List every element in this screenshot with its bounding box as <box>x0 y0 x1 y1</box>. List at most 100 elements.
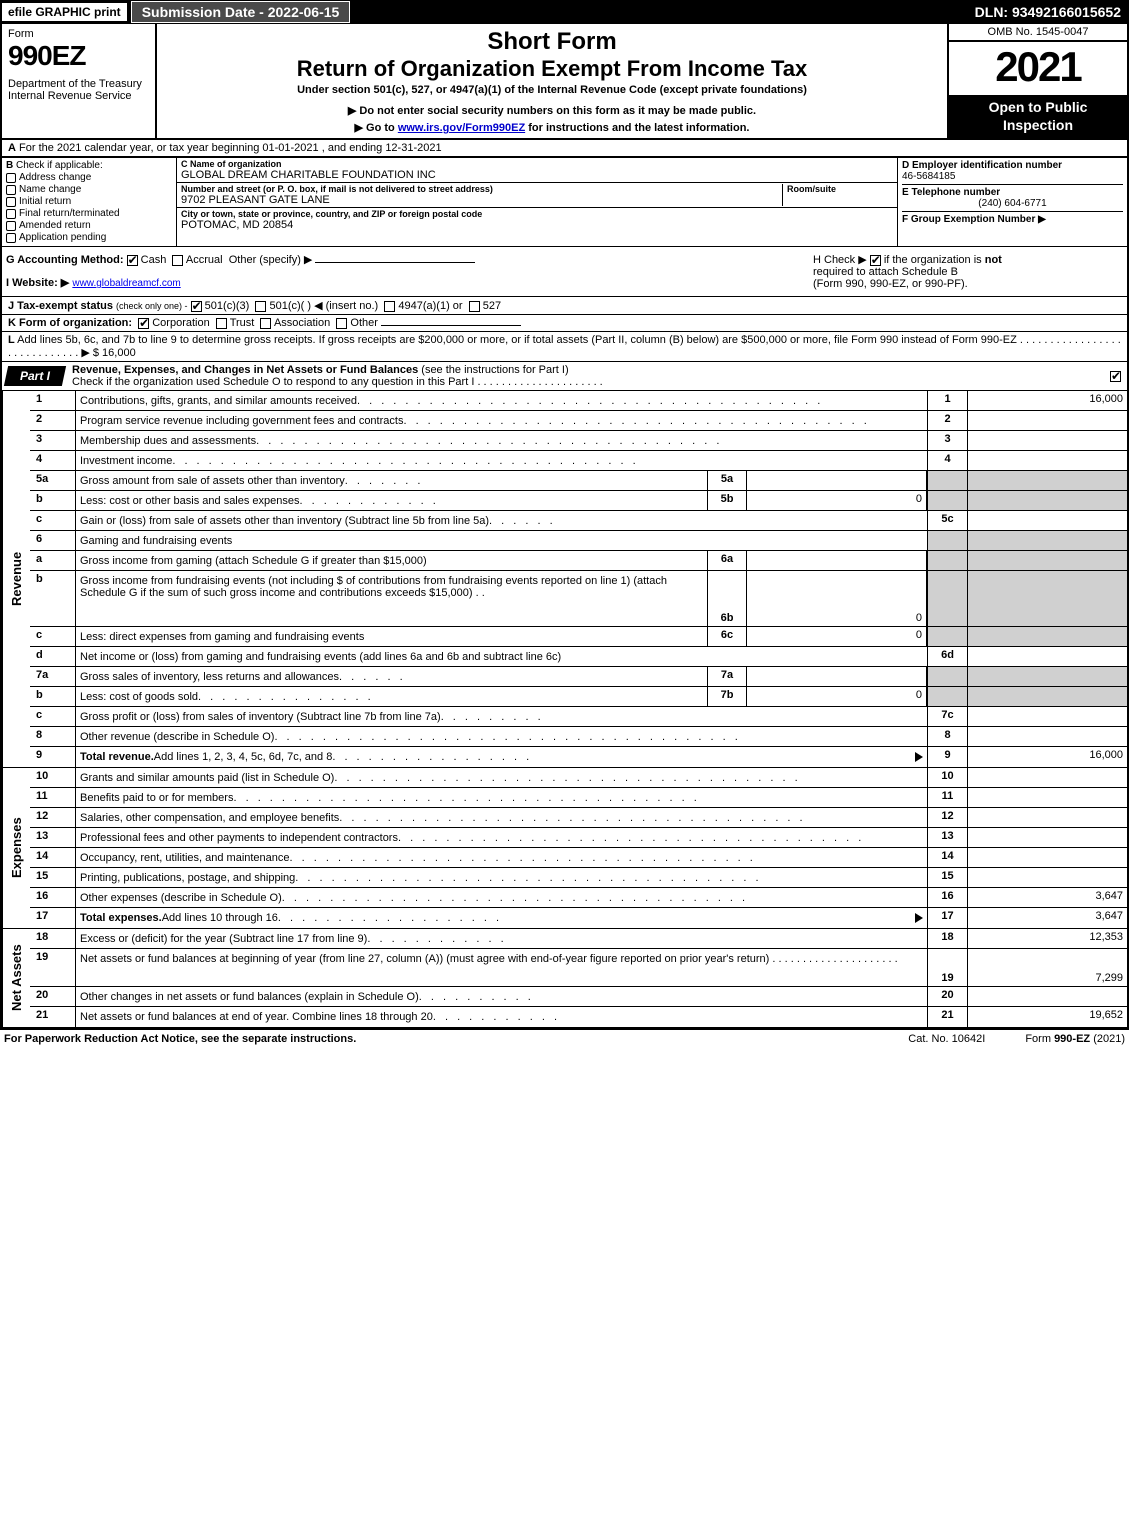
cash-label: Cash <box>141 254 167 266</box>
checkbox-icon <box>6 197 16 207</box>
row-num: 15 <box>30 868 76 887</box>
sub-value: 0 <box>747 627 927 646</box>
line-a-text: For the 2021 calendar year, or tax year … <box>16 142 442 154</box>
row-value <box>967 451 1127 470</box>
row-desc: Program service revenue including govern… <box>76 411 927 430</box>
row-desc: Gross amount from sale of assets other t… <box>76 471 707 490</box>
expenses-side-label: Expenses <box>2 768 30 928</box>
other-input[interactable] <box>315 262 475 263</box>
form-title: Return of Organization Exempt From Incom… <box>165 56 939 82</box>
row-desc: Investment income. . . . . . . . . . . .… <box>76 451 927 470</box>
i-label: I Website: ▶ <box>6 277 69 289</box>
checkbox-cash-icon[interactable] <box>127 255 138 266</box>
opt-name-change[interactable]: Name change <box>6 184 172 195</box>
part-checkbox[interactable] <box>1110 370 1127 382</box>
row-num: a <box>30 551 76 570</box>
telephone-label: E Telephone number <box>902 187 1123 198</box>
checkbox-corp-icon[interactable] <box>138 318 149 329</box>
netassets-side-label: Net Assets <box>2 929 30 1027</box>
checkbox-h-icon[interactable] <box>870 255 881 266</box>
irs-link[interactable]: www.irs.gov/Form990EZ <box>398 122 525 134</box>
k-o1: Corporation <box>152 317 209 329</box>
row-value-shade <box>967 667 1127 686</box>
j-o1: 501(c)(3) <box>205 300 250 312</box>
row-rnum: 5c <box>927 511 967 530</box>
checkbox-501c3-icon[interactable] <box>191 301 202 312</box>
header-left: Form 990EZ Department of the Treasury In… <box>2 24 157 138</box>
row-rnum: 14 <box>927 848 967 867</box>
row-desc: Total revenue. Add lines 1, 2, 3, 4, 5c,… <box>76 747 927 767</box>
block-b-c-d: B Check if applicable: Address change Na… <box>0 158 1129 247</box>
ssn-warning: ▶ Do not enter social security numbers o… <box>165 104 939 117</box>
checkbox-trust-icon[interactable] <box>216 318 227 329</box>
row-num: 8 <box>30 727 76 746</box>
j-sub: (check only one) - <box>116 301 188 311</box>
checkbox-other-icon[interactable] <box>336 318 347 329</box>
checkbox-icon <box>6 209 16 219</box>
other-org-input[interactable] <box>381 325 521 326</box>
row-desc: Grants and similar amounts paid (list in… <box>76 768 927 787</box>
row-num: 21 <box>30 1007 76 1027</box>
schedule-b-check: H Check ▶ if the organization is not req… <box>813 253 1123 290</box>
row-num: c <box>30 627 76 646</box>
checkbox-4947-icon[interactable] <box>384 301 395 312</box>
part-1-grid: Revenue 1 Contributions, gifts, grants, … <box>0 391 1129 1029</box>
checkbox-assoc-icon[interactable] <box>260 318 271 329</box>
address-row: Number and street (or P. O. box, if mail… <box>177 183 897 208</box>
checkbox-527-icon[interactable] <box>469 301 480 312</box>
row-rnum-shade <box>927 491 967 510</box>
efile-label: efile GRAPHIC print <box>2 3 127 21</box>
opt-label: Final return/terminated <box>19 208 120 219</box>
block-g-h: G Accounting Method: Cash Accrual Other … <box>0 247 1129 297</box>
checkbox-accrual-icon[interactable] <box>172 255 183 266</box>
l-amount: $ 16,000 <box>93 347 136 359</box>
opt-application-pending[interactable]: Application pending <box>6 232 172 243</box>
address-value: 9702 PLEASANT GATE LANE <box>181 194 778 206</box>
row-num: 10 <box>30 768 76 787</box>
h-forms: (Form 990, 990-EZ, or 990-PF). <box>813 278 968 290</box>
row-value: 16,000 <box>967 747 1127 767</box>
row-desc: Net assets or fund balances at beginning… <box>76 949 927 986</box>
k-o2: Trust <box>230 317 255 329</box>
dln-label: DLN: 93492166015652 <box>975 4 1127 20</box>
row-desc: Gaming and fundraising events <box>76 531 927 550</box>
row-desc: Contributions, gifts, grants, and simila… <box>76 391 927 410</box>
row-15: 15 Printing, publications, postage, and … <box>30 868 1127 888</box>
arrow-icon <box>915 913 923 923</box>
telephone-value: (240) 604-6771 <box>902 198 1123 209</box>
row-rnum: 1 <box>927 391 967 410</box>
website-link[interactable]: www.globaldreamcf.com <box>72 278 180 289</box>
ein-value: 46-5684185 <box>902 171 1123 182</box>
row-rnum-shade <box>927 687 967 706</box>
j-o4: 527 <box>483 300 501 312</box>
opt-label: Address change <box>19 172 91 183</box>
part-1-header: Part I Revenue, Expenses, and Changes in… <box>0 362 1129 391</box>
row-20: 20 Other changes in net assets or fund b… <box>30 987 1127 1007</box>
row-rnum: 17 <box>927 908 967 928</box>
opt-address-change[interactable]: Address change <box>6 172 172 183</box>
org-name-label: C Name of organization <box>181 159 893 169</box>
short-form-label: Short Form <box>165 28 939 56</box>
org-name: GLOBAL DREAM CHARITABLE FOUNDATION INC <box>181 169 893 181</box>
row-num: 19 <box>30 949 76 986</box>
row-desc: Gross income from gaming (attach Schedul… <box>76 551 707 570</box>
instructions-link-line: ▶ Go to www.irs.gov/Form990EZ for instru… <box>165 121 939 134</box>
row-7b: b Less: cost of goods sold. . . . . . . … <box>30 687 1127 707</box>
city-label: City or town, state or province, country… <box>181 209 893 219</box>
revenue-section: Revenue 1 Contributions, gifts, grants, … <box>2 391 1127 767</box>
row-desc: Occupancy, rent, utilities, and maintena… <box>76 848 927 867</box>
row-rnum-shade <box>927 571 967 626</box>
sub-num: 5a <box>707 471 747 490</box>
row-rnum: 4 <box>927 451 967 470</box>
b-header: Check if applicable: <box>13 160 103 171</box>
line-a-label: A <box>8 142 16 154</box>
sub-value <box>747 551 927 570</box>
row-value: 19,652 <box>967 1007 1127 1027</box>
opt-amended-return[interactable]: Amended return <box>6 220 172 231</box>
opt-initial-return[interactable]: Initial return <box>6 196 172 207</box>
row-6a: a Gross income from gaming (attach Sched… <box>30 551 1127 571</box>
checkbox-schedo-icon <box>1110 371 1121 382</box>
opt-final-return[interactable]: Final return/terminated <box>6 208 172 219</box>
checkbox-501c-icon[interactable] <box>255 301 266 312</box>
sub-num: 7b <box>707 687 747 706</box>
